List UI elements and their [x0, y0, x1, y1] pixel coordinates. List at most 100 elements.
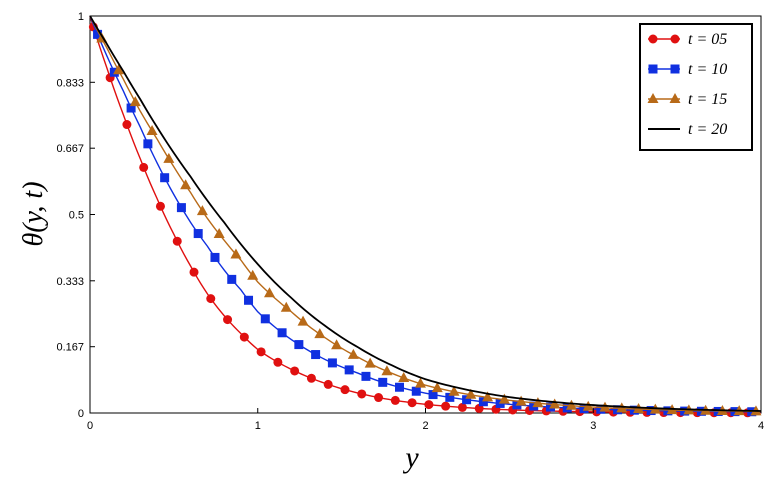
- series-point: [172, 236, 182, 246]
- y-tick-label: 0: [78, 408, 84, 420]
- legend-marker: [648, 34, 658, 44]
- series-point: [582, 400, 594, 411]
- series-point: [357, 389, 367, 399]
- series-point: [414, 377, 426, 388]
- series-point: [431, 382, 443, 393]
- series-point: [189, 267, 199, 277]
- y-tick-label: 0.667: [56, 143, 84, 155]
- series-point: [515, 395, 527, 406]
- series-point: [290, 366, 300, 376]
- series-point: [273, 357, 283, 367]
- series-point: [294, 340, 304, 350]
- legend-item: t = 10: [648, 61, 727, 78]
- series-point: [160, 173, 170, 183]
- series-point: [347, 348, 359, 359]
- series-point: [680, 406, 690, 416]
- series-point: [448, 385, 460, 396]
- series-point: [565, 399, 577, 410]
- series-point: [126, 103, 136, 113]
- legend-label: t = 15: [688, 91, 727, 108]
- series-point: [213, 228, 225, 239]
- y-tick-label: 0.333: [56, 276, 84, 288]
- x-tick-label: 1: [255, 420, 261, 432]
- series-point: [143, 139, 153, 149]
- legend-label: t = 05: [688, 31, 727, 48]
- series-point: [210, 252, 220, 262]
- series-point: [364, 357, 376, 368]
- series-point: [122, 120, 132, 130]
- y-tick-label: 0.5: [69, 210, 84, 222]
- series-group: [88, 15, 762, 418]
- x-tick-label: 2: [422, 420, 428, 432]
- series-point: [498, 393, 510, 404]
- series-point: [374, 393, 384, 403]
- series-point: [445, 392, 455, 402]
- series-point: [331, 339, 343, 350]
- series-point: [532, 397, 544, 408]
- series-point: [344, 365, 354, 375]
- legend-marker: [648, 64, 658, 74]
- series-point: [613, 405, 623, 415]
- series-point: [223, 315, 233, 325]
- series-point: [244, 295, 254, 305]
- y-tick-label: 1: [78, 11, 84, 23]
- series-2: [89, 15, 762, 417]
- legend-item: t = 20: [648, 121, 727, 138]
- legend: t = 05 t = 10 t = 15 t = 20: [639, 23, 753, 151]
- series-point: [139, 162, 149, 172]
- series-point: [277, 328, 287, 338]
- legend-marker: [647, 93, 659, 103]
- series-point: [340, 385, 350, 395]
- series-point: [306, 373, 316, 383]
- x-axis-label: y: [402, 441, 419, 474]
- series-point: [196, 205, 208, 216]
- series-point: [260, 314, 270, 324]
- series-point: [390, 395, 400, 405]
- series-point: [256, 347, 266, 357]
- series-point: [482, 391, 494, 402]
- series-point: [180, 179, 192, 190]
- series-point: [206, 294, 216, 304]
- series-point: [176, 203, 186, 213]
- series-point: [457, 402, 467, 412]
- series-point: [378, 377, 388, 387]
- series-point: [146, 125, 158, 136]
- legend-label: t = 10: [688, 61, 727, 78]
- series-point: [227, 274, 237, 284]
- series-point: [93, 29, 103, 39]
- series-point: [398, 371, 410, 382]
- series-point: [247, 269, 259, 280]
- series-point: [424, 400, 434, 410]
- series-point: [361, 371, 371, 381]
- series-point: [478, 397, 488, 407]
- legend-marker: [670, 34, 680, 44]
- x-tick-label: 3: [590, 420, 596, 432]
- series-line: [89, 15, 762, 412]
- series-point: [239, 332, 249, 342]
- series-point: [629, 405, 639, 415]
- axes-group: 0 1 2 3 4 0 0.167 0.333 0.5 0.667 0.833 1: [56, 11, 764, 432]
- legend-marker: [669, 93, 681, 103]
- series-point: [113, 64, 125, 75]
- series-point: [323, 379, 333, 389]
- series-point: [193, 229, 203, 239]
- y-axis-label: θ(y, t): [18, 181, 49, 246]
- series-point: [327, 358, 337, 368]
- series-point: [314, 328, 326, 339]
- series-point: [263, 287, 275, 298]
- series-point: [129, 96, 141, 107]
- series-4: [89, 15, 762, 412]
- series-point: [155, 201, 165, 211]
- series-point: [311, 350, 321, 360]
- legend-label: t = 20: [688, 121, 727, 138]
- series-point: [441, 401, 451, 411]
- legend-item: t = 05: [648, 31, 727, 48]
- series-point: [407, 398, 417, 408]
- y-tick-label: 0.167: [56, 342, 84, 354]
- series-point: [280, 301, 292, 312]
- series-point: [465, 388, 477, 399]
- series-point: [549, 398, 561, 409]
- series-point: [428, 390, 438, 400]
- legend-item: t = 15: [647, 91, 727, 108]
